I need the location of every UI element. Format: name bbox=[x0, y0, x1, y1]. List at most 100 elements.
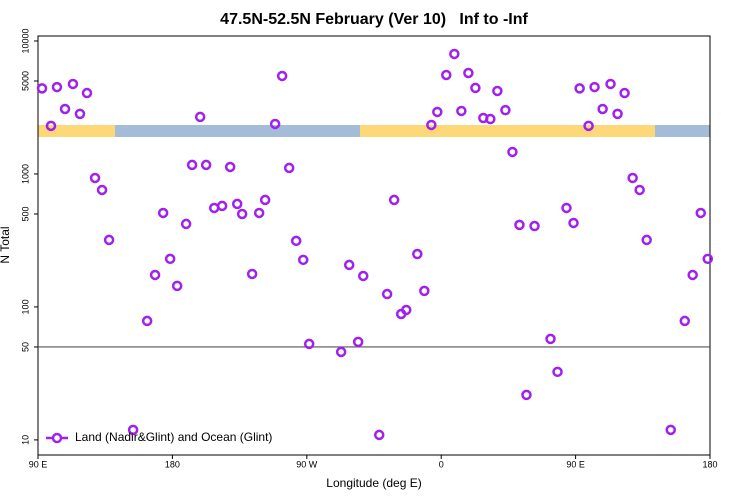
data-point bbox=[612, 108, 623, 120]
data-point bbox=[81, 87, 93, 99]
data-point bbox=[485, 113, 496, 125]
x-axis-title: Longitude (deg E) bbox=[326, 476, 421, 490]
data-point bbox=[303, 338, 315, 350]
data-point bbox=[627, 172, 638, 184]
data-point bbox=[463, 67, 474, 79]
data-point bbox=[373, 429, 385, 441]
y-tick-label: 1000 bbox=[20, 164, 30, 184]
data-point bbox=[269, 118, 281, 130]
surface-band bbox=[38, 125, 710, 137]
data-point bbox=[74, 108, 86, 120]
data-point bbox=[583, 120, 594, 132]
data-point bbox=[246, 268, 258, 280]
data-point bbox=[449, 48, 460, 60]
x-tick-label: 90 E bbox=[566, 459, 585, 469]
data-point bbox=[492, 85, 503, 97]
y-tick-label: 100 bbox=[20, 299, 30, 314]
x-tick-label: 180 bbox=[165, 459, 180, 469]
data-point bbox=[283, 162, 295, 174]
data-point bbox=[253, 207, 265, 219]
data-point bbox=[470, 82, 481, 94]
y-tick-label: 10 bbox=[20, 435, 30, 445]
data-point bbox=[687, 269, 698, 281]
data-point bbox=[695, 207, 706, 219]
data-point bbox=[441, 69, 452, 81]
y-axis-title: N Total bbox=[0, 226, 12, 263]
data-point bbox=[164, 253, 176, 265]
data-point bbox=[545, 333, 556, 345]
data-point bbox=[574, 83, 585, 94]
data-point bbox=[381, 288, 393, 300]
legend-label: Land (Nadir&Glint) and Ocean (Glint) bbox=[75, 430, 272, 444]
y-tick-label: 500 bbox=[20, 206, 30, 221]
data-point bbox=[619, 87, 630, 99]
x-tick-label: 180 bbox=[702, 459, 717, 469]
land-band bbox=[38, 125, 115, 137]
data-point bbox=[224, 161, 236, 173]
data-point bbox=[180, 218, 192, 230]
chart-title: 47.5N-52.5N February (Ver 10) Inf to -In… bbox=[220, 11, 528, 28]
data-point bbox=[200, 159, 212, 171]
data-point bbox=[231, 198, 243, 210]
data-point bbox=[96, 184, 108, 196]
data-point bbox=[426, 119, 437, 131]
plot-frame bbox=[37, 35, 711, 456]
data-point bbox=[401, 304, 412, 316]
data-point bbox=[103, 234, 115, 246]
data-point bbox=[259, 194, 271, 206]
data-point bbox=[297, 254, 309, 266]
data-point bbox=[432, 106, 443, 118]
data-point bbox=[552, 366, 563, 378]
data-point bbox=[514, 219, 525, 231]
y-tick-label: 5000 bbox=[20, 71, 30, 91]
data-point bbox=[388, 194, 400, 206]
data-point bbox=[67, 78, 79, 90]
data-point bbox=[89, 172, 101, 184]
data-point bbox=[665, 424, 676, 436]
y-tick-label: 50 bbox=[20, 342, 30, 352]
data-point bbox=[335, 346, 347, 358]
land-band bbox=[360, 125, 655, 137]
data-point bbox=[171, 280, 183, 292]
data-point bbox=[352, 336, 364, 348]
data-point bbox=[59, 103, 71, 115]
data-point bbox=[679, 315, 691, 327]
data-point bbox=[51, 81, 63, 93]
data-point bbox=[634, 184, 645, 196]
data-point bbox=[507, 146, 518, 158]
data-point bbox=[641, 234, 652, 246]
data-point bbox=[419, 285, 430, 297]
data-point bbox=[521, 389, 532, 401]
data-point bbox=[127, 424, 139, 436]
legend-marker bbox=[51, 432, 63, 444]
x-tick-label: 0 bbox=[439, 459, 444, 469]
data-point bbox=[500, 104, 511, 116]
data-point bbox=[149, 269, 161, 281]
data-point bbox=[290, 235, 302, 247]
data-point bbox=[702, 253, 714, 265]
data-point bbox=[157, 207, 169, 219]
data-point bbox=[36, 83, 48, 94]
y-tick-label: 10000 bbox=[20, 28, 30, 53]
data-point bbox=[561, 202, 572, 214]
data-point bbox=[597, 103, 608, 115]
x-tick-label: 90 W bbox=[296, 459, 318, 469]
data-point bbox=[141, 315, 153, 327]
data-point bbox=[194, 111, 206, 123]
data-point bbox=[216, 200, 228, 212]
data-point bbox=[276, 70, 288, 82]
data-point bbox=[605, 78, 616, 90]
data-point bbox=[568, 217, 579, 229]
data-point bbox=[412, 248, 423, 260]
data-point bbox=[456, 105, 467, 117]
data-point bbox=[236, 208, 248, 220]
data-point bbox=[589, 81, 600, 93]
data-point bbox=[529, 220, 540, 232]
data-point bbox=[357, 270, 369, 282]
data-point bbox=[186, 159, 198, 171]
data-point bbox=[45, 120, 57, 132]
data-point bbox=[343, 259, 355, 271]
x-tick-label: 90 E bbox=[29, 459, 48, 469]
